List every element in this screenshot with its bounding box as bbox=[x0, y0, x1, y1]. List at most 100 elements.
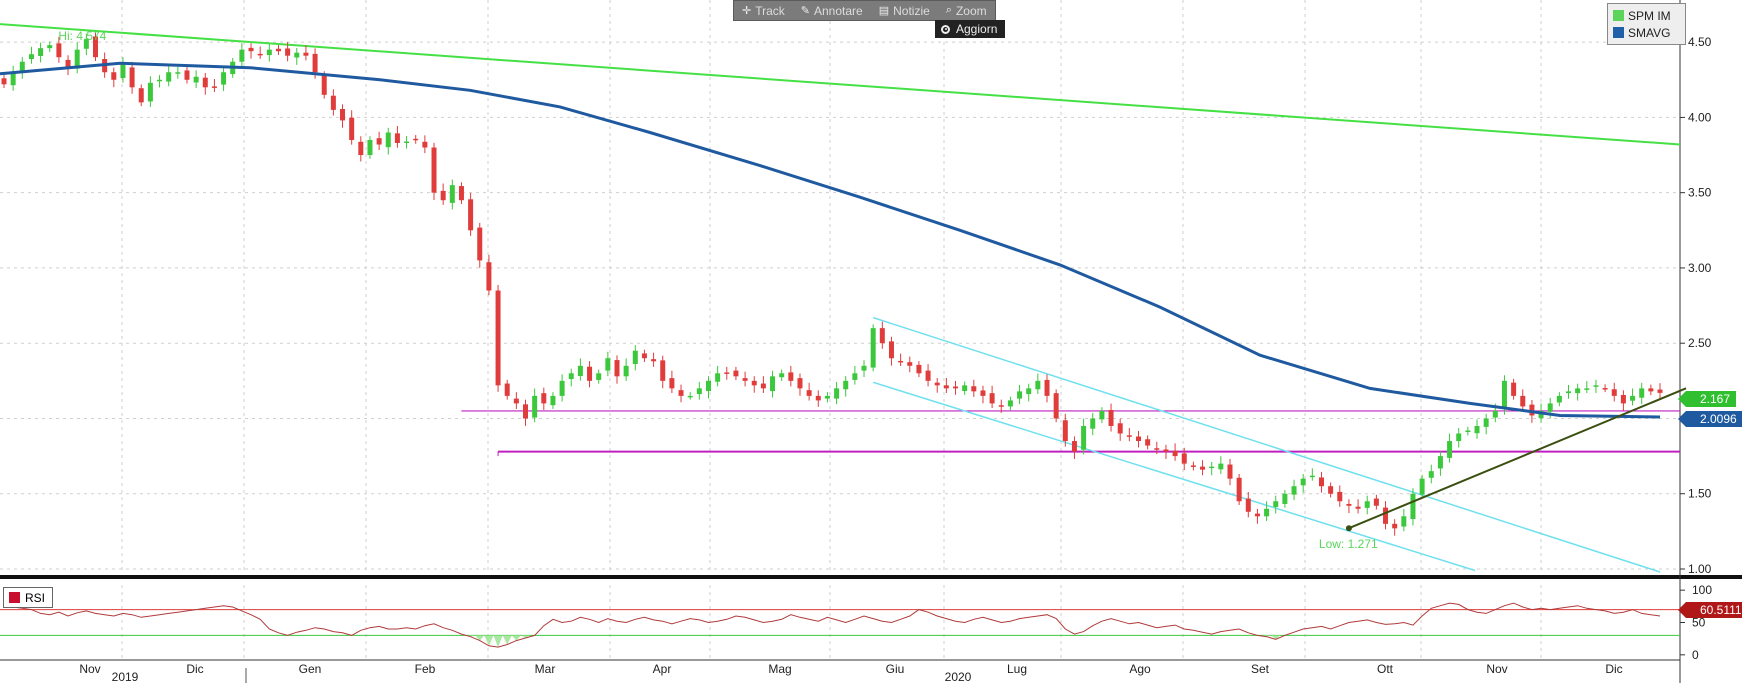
candle-body bbox=[65, 59, 71, 68]
candle-body bbox=[28, 54, 34, 60]
x-month-label: Set bbox=[1251, 662, 1270, 676]
candle bbox=[1108, 403, 1114, 432]
candle-body bbox=[843, 380, 849, 390]
candle-body bbox=[486, 262, 492, 291]
candle bbox=[843, 376, 849, 397]
candle bbox=[513, 392, 519, 409]
candle bbox=[705, 376, 711, 399]
candle bbox=[751, 376, 757, 393]
candle bbox=[1602, 384, 1608, 393]
rsi-panel: 100 50 0 bbox=[0, 583, 1712, 662]
x-axis: Nov Dic Gen Feb Mar Apr Mag Giu Lug Ago Set Ott Nov D… bbox=[79, 662, 1623, 683]
candle-body bbox=[202, 77, 208, 88]
candle bbox=[1062, 413, 1068, 447]
candle-body bbox=[1190, 465, 1196, 467]
candle-body bbox=[1090, 418, 1096, 429]
candle bbox=[907, 356, 913, 373]
candle-body bbox=[1099, 410, 1105, 420]
candle bbox=[239, 43, 245, 68]
candle-body bbox=[340, 108, 346, 121]
candle bbox=[1447, 433, 1453, 463]
legend-item-spm[interactable]: SPM IM bbox=[1613, 7, 1685, 24]
price-legend: SPM IM SMAVG bbox=[1607, 3, 1686, 45]
candle-body bbox=[660, 360, 666, 381]
candle-body bbox=[449, 185, 455, 203]
x-year-label: 2020 bbox=[945, 670, 972, 683]
candle-body bbox=[1273, 501, 1279, 507]
candle-body bbox=[614, 360, 620, 377]
candle bbox=[1254, 508, 1260, 524]
candle-body bbox=[1172, 450, 1178, 457]
x-month-label: Ott bbox=[1377, 662, 1394, 676]
candle-body bbox=[404, 141, 410, 143]
candle-body bbox=[1227, 464, 1233, 479]
candle-body bbox=[998, 405, 1004, 407]
candle bbox=[504, 379, 510, 400]
x-month-label: Dic bbox=[186, 662, 203, 676]
candle-body bbox=[532, 395, 538, 418]
candle-body bbox=[651, 359, 657, 362]
candle bbox=[1017, 384, 1023, 405]
candle bbox=[28, 46, 34, 64]
candle-body bbox=[669, 378, 675, 389]
candle-body bbox=[376, 138, 382, 145]
candle-body bbox=[971, 386, 977, 392]
candle-body bbox=[641, 353, 647, 359]
toolbar-news[interactable]: ▤ Notizie bbox=[878, 3, 930, 18]
candle bbox=[1227, 458, 1233, 486]
y-tick-label: 4.50 bbox=[1688, 35, 1712, 49]
refresh-button[interactable]: Aggiorn bbox=[935, 20, 1006, 38]
candle-body bbox=[980, 390, 986, 396]
candle bbox=[1611, 382, 1617, 402]
candle bbox=[651, 352, 657, 367]
candle-body bbox=[861, 365, 867, 371]
candle bbox=[422, 135, 428, 154]
candle-body bbox=[1538, 410, 1544, 419]
candle bbox=[92, 32, 98, 61]
candle-body bbox=[632, 350, 638, 364]
candle-body bbox=[257, 53, 263, 56]
candle bbox=[1163, 444, 1169, 459]
candle-body bbox=[678, 390, 684, 396]
candle bbox=[980, 385, 986, 404]
rsi-legend[interactable]: RSI bbox=[3, 587, 53, 608]
candle bbox=[925, 364, 931, 387]
candle-body bbox=[907, 362, 913, 366]
candle-body bbox=[1181, 453, 1187, 464]
candle bbox=[568, 368, 574, 387]
toolbar-annotate[interactable]: ✎ Annotare bbox=[800, 3, 863, 18]
candle bbox=[953, 380, 959, 395]
candle bbox=[596, 369, 602, 384]
toolbar-track[interactable]: ✛ Track bbox=[742, 3, 785, 18]
candle-body bbox=[294, 52, 300, 58]
candle-body bbox=[38, 48, 44, 56]
candle-body bbox=[1337, 491, 1343, 502]
candle-body bbox=[1200, 466, 1206, 470]
candle bbox=[888, 336, 894, 366]
toolbar-zoom[interactable]: ⌕ Zoom bbox=[945, 3, 987, 18]
y-tick-label: 4.00 bbox=[1688, 110, 1712, 124]
candle-body bbox=[834, 388, 840, 399]
legend-item-smavg[interactable]: SMAVG bbox=[1613, 24, 1685, 41]
candle-body bbox=[1126, 435, 1132, 437]
candle bbox=[870, 324, 876, 372]
candle-body bbox=[541, 393, 547, 404]
candle-body bbox=[1053, 393, 1059, 419]
candle bbox=[1511, 378, 1517, 400]
candle bbox=[193, 70, 199, 89]
candle-body bbox=[1602, 388, 1608, 390]
candle bbox=[1657, 383, 1663, 399]
candle bbox=[916, 361, 922, 378]
candle bbox=[449, 179, 455, 210]
candle bbox=[614, 355, 620, 384]
candle-body bbox=[751, 380, 757, 386]
candle-body bbox=[330, 95, 336, 110]
candle bbox=[724, 366, 730, 380]
candle bbox=[367, 136, 373, 159]
candle bbox=[1428, 464, 1434, 484]
candle bbox=[541, 387, 547, 410]
candle bbox=[74, 42, 80, 74]
candle bbox=[1639, 382, 1645, 405]
candle bbox=[340, 104, 346, 128]
